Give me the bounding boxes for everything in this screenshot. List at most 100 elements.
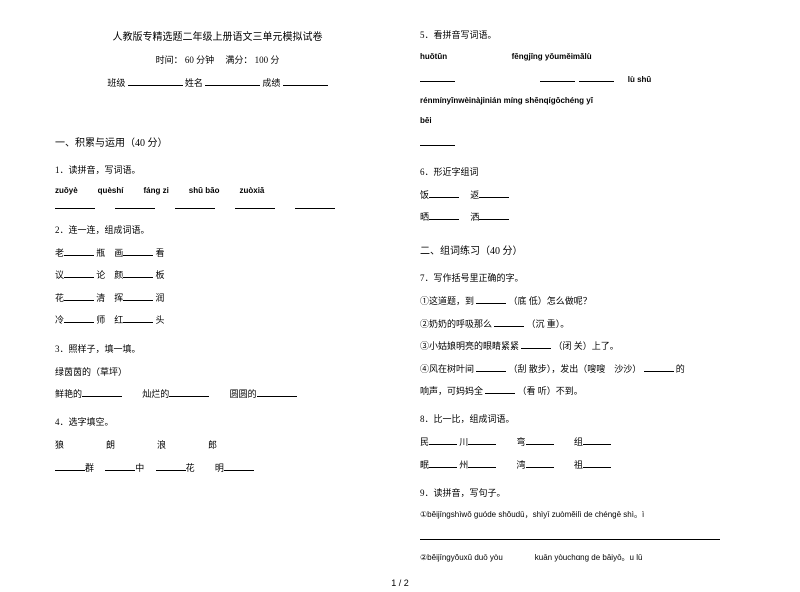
q2-line-3: 花 清 挥 润: [55, 291, 380, 305]
q5-title: 5．看拼音写词语。: [420, 28, 745, 41]
q7-l5a: 响声，可妈妈全: [420, 386, 483, 396]
q7-l1: ①这道题，到 （底 低）怎么做呢？: [420, 294, 745, 308]
q4-a: 群: [85, 463, 94, 473]
answer-blank: [235, 199, 275, 209]
answer-blank: [479, 188, 509, 198]
q8-a2: 川: [459, 437, 468, 447]
q9-title: 9．读拼音，写句子。: [420, 486, 745, 499]
grade-label: 成绩: [262, 78, 280, 88]
answer-blank: [64, 268, 94, 278]
q8-a3: 弯: [517, 437, 526, 447]
answer-blank: [579, 72, 614, 82]
q9-l1: ①běijīngshìwǒ guóde shǒudū，shìyī zuòměil…: [420, 509, 745, 522]
exam-title: 人教版专精选题二年级上册语文三单元模拟试卷: [55, 28, 380, 43]
q7-l2: ②奶奶的呼吸那么 （沉 重）。: [420, 317, 745, 331]
q8-b3: 湾: [517, 460, 526, 470]
right-column: 5．看拼音写词语。 huǒtūn fēngjǐng yǒuměimǎlù lù …: [420, 28, 745, 573]
q7-l5: 响声，可妈妈全 （看 听）不到。: [420, 384, 745, 398]
q6-row1: 饭 返: [420, 188, 745, 202]
q8-a4: 组: [574, 437, 583, 447]
class-blank: [128, 76, 183, 86]
q7-l4b: （刮 散步），发出（嗖嗖 沙沙）: [509, 364, 642, 374]
q5-p4: rénmínyīnwèinàjinián míng shēnqígōchéng …: [420, 95, 745, 108]
answer-blank: [123, 246, 153, 256]
q1-pinyin-2: quèshí: [98, 186, 124, 195]
q2-l2a: 议: [55, 270, 64, 280]
q4-title: 4．选字填空。: [55, 415, 380, 428]
q4-b: 中: [135, 463, 144, 473]
q6-b1: 晒: [420, 212, 429, 222]
q4-line: 群 中 花 明: [55, 461, 380, 475]
q9-blank1: [420, 530, 745, 544]
answer-blank: [540, 72, 575, 82]
q7-title: 7．写作括号里正确的字。: [420, 271, 745, 284]
q2-l1b: 瓶 画: [96, 248, 123, 258]
q6-a1: 饭: [420, 190, 429, 200]
q4-chars: 狼 朗 浪 郎: [55, 438, 380, 452]
answer-blank: [420, 530, 720, 540]
q2-l2b: 论 颜: [96, 270, 123, 280]
left-column: 人教版专精选题二年级上册语文三单元模拟试卷 时间： 60 分钟 满分： 100 …: [55, 28, 380, 573]
q6-a2: 返: [470, 190, 479, 200]
q5-p3: lù shū: [628, 75, 652, 84]
class-label: 班级: [107, 78, 125, 88]
answer-blank: [429, 435, 457, 445]
q3-b: 灿烂的: [142, 389, 169, 399]
answer-blank: [420, 136, 455, 146]
q2-line-4: 冷 师 红 头: [55, 313, 380, 327]
q7-l3b: （闭 关）上了。: [554, 341, 619, 351]
q7-l2b: （沉 重）。: [527, 319, 570, 329]
q5-row1: huǒtūn fēngjǐng yǒuměimǎlù: [420, 51, 745, 64]
answer-blank: [479, 210, 509, 220]
q2-l4c: 头: [156, 315, 165, 325]
exam-meta: 时间： 60 分钟 满分： 100 分: [55, 53, 380, 66]
q8-b2: 州: [459, 460, 468, 470]
time-label: 时间：: [156, 55, 183, 65]
q8-b4: 祖: [574, 460, 583, 470]
answer-blank: [55, 199, 95, 209]
answer-blank: [583, 435, 611, 445]
q1-pinyin-1: zuǒyè: [55, 186, 78, 195]
q3-example: 绿茵茵的（草坪）: [55, 365, 380, 379]
answer-blank: [644, 362, 674, 372]
q5-blank2: [420, 136, 745, 150]
answer-blank: [494, 317, 524, 327]
q2-line-1: 老 瓶 画 看: [55, 246, 380, 260]
answer-blank: [476, 294, 506, 304]
answer-blank: [175, 199, 215, 209]
answer-blank: [526, 435, 554, 445]
q7-l4a: ④风在树叶间: [420, 364, 474, 374]
q8-b1: 眠: [420, 460, 429, 470]
q7-l2a: ②奶奶的呼吸那么: [420, 319, 492, 329]
section-2-head: 二、组词练习（40 分）: [420, 242, 745, 257]
q7-l4c: 的: [676, 364, 685, 374]
q2-title: 2．连一连，组成词语。: [55, 223, 380, 236]
answer-blank: [123, 313, 153, 323]
q1-pinyin-row: zuǒyè quèshí fáng zi shū bāo zuòxiā: [55, 186, 380, 195]
answer-blank: [64, 291, 94, 301]
answer-blank: [123, 291, 153, 301]
q2-l1c: 看: [156, 248, 165, 258]
q2-l2c: 板: [156, 270, 165, 280]
answer-blank: [485, 384, 515, 394]
time-value: 60 分钟: [185, 55, 214, 65]
answer-blank: [115, 199, 155, 209]
q1-pinyin-3: fáng zi: [143, 186, 168, 195]
answer-blank: [420, 72, 455, 82]
q5-p2: fēngjǐng yǒuměimǎlù: [512, 52, 592, 61]
q7-l1b: （底 低）怎么做呢？: [509, 296, 592, 306]
q7-l1a: ①这道题，到: [420, 296, 474, 306]
name-blank: [205, 76, 260, 86]
answer-blank: [468, 435, 496, 445]
answer-blank: [429, 458, 457, 468]
q8-row1: 民 川 弯 组: [420, 435, 745, 449]
q8-a1: 民: [420, 437, 429, 447]
answer-blank: [476, 362, 506, 372]
name-label: 姓名: [185, 78, 203, 88]
q5-blank1: lù shū: [420, 72, 745, 87]
q2-l4a: 冷: [55, 315, 64, 325]
q5-p5: bēi: [420, 115, 745, 128]
q2-l4b: 师 红: [96, 315, 123, 325]
q2-l3a: 花: [55, 293, 64, 303]
q2-l3c: 润: [156, 293, 165, 303]
